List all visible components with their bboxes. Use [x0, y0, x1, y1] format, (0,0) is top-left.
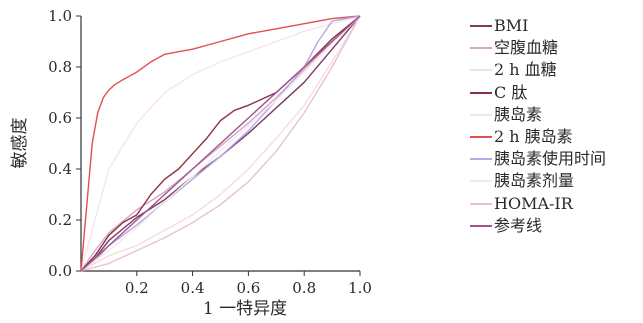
y-tick-label: 1.0 — [48, 7, 72, 25]
legend-item: HOMA-IR — [470, 193, 640, 215]
legend-item: 参考线 — [470, 215, 640, 237]
legend-label: HOMA-IR — [494, 193, 573, 213]
legend-swatch — [470, 202, 492, 205]
legend-swatch — [470, 47, 492, 50]
series-line-2 — [80, 15, 361, 272]
series-layer — [80, 15, 361, 272]
x-tick-label: 1.0 — [348, 279, 372, 297]
legend-swatch — [470, 180, 492, 183]
legend-label: 2 h 胰岛素 — [494, 126, 573, 146]
y-tick-label: 0.6 — [48, 109, 72, 127]
legend-swatch — [470, 113, 492, 116]
legend-swatch — [470, 158, 492, 161]
y-tick-label: 0.0 — [48, 262, 72, 280]
legend-swatch — [470, 91, 492, 94]
legend: BMI 空腹血糖 2 h 血糖 C 肽胰岛素 2 h 胰岛素胰岛素使用时间 胰岛素剂量 HO… — [470, 15, 640, 237]
legend-label: 2 h 血糖 — [494, 60, 557, 80]
legend-label: C 肽 — [494, 82, 528, 102]
series-line-5 — [80, 15, 361, 272]
y-tick-label: 0.4 — [48, 160, 72, 178]
legend-item: 胰岛素剂量 — [470, 170, 640, 192]
legend-item: 2 h 胰岛素 — [470, 126, 640, 148]
legend-label: 参考线 — [494, 215, 543, 235]
series-line-9 — [80, 15, 361, 272]
legend-swatch — [470, 224, 492, 227]
legend-label: 胰岛素使用时间 — [494, 149, 607, 169]
legend-item: 胰岛素使用时间 — [470, 148, 640, 170]
legend-swatch — [470, 135, 492, 138]
series-line-1 — [80, 15, 361, 272]
series-line-0 — [80, 15, 361, 272]
legend-label: 胰岛素 — [494, 104, 543, 124]
roc-chart: 0.0 0.2 0.4 0.6 0.8 1.0 0.2 0.4 0.6 0.8 1.0 敏感度 1 … — [10, 7, 372, 319]
x-axis-title: 1 一特异度 — [203, 299, 287, 319]
x-tick-label: 0.4 — [181, 279, 205, 297]
legend-item: 2 h 血糖 — [470, 59, 640, 81]
legend-label: 胰岛素剂量 — [494, 171, 575, 191]
series-line-4 — [80, 15, 361, 272]
y-axis-title: 敏感度 — [10, 118, 30, 169]
y-tick-label: 0.8 — [48, 58, 72, 76]
x-tick-label: 0.2 — [125, 279, 149, 297]
legend-item: 胰岛素 — [470, 104, 640, 126]
x-tick-label: 0.6 — [236, 279, 260, 297]
legend-swatch — [470, 25, 492, 27]
legend-item: BMI — [470, 15, 640, 37]
plot-area: 0.0 0.2 0.4 0.6 0.8 1.0 0.2 0.4 0.6 0.8 1.0 — [48, 7, 372, 297]
legend-item: 空腹血糖 — [470, 37, 640, 59]
y-tick-label: 0.2 — [48, 211, 72, 229]
series-line-7 — [80, 15, 361, 272]
legend-label: 空腹血糖 — [494, 38, 559, 58]
legend-swatch — [470, 69, 492, 72]
series-line-8 — [80, 15, 361, 272]
legend-item: C 肽 — [470, 82, 640, 104]
legend-label: BMI — [494, 16, 529, 35]
ticks-layer: 0.0 0.2 0.4 0.6 0.8 1.0 0.2 0.4 0.6 0.8 1.0 — [48, 7, 372, 297]
x-tick-label: 0.8 — [292, 279, 316, 297]
